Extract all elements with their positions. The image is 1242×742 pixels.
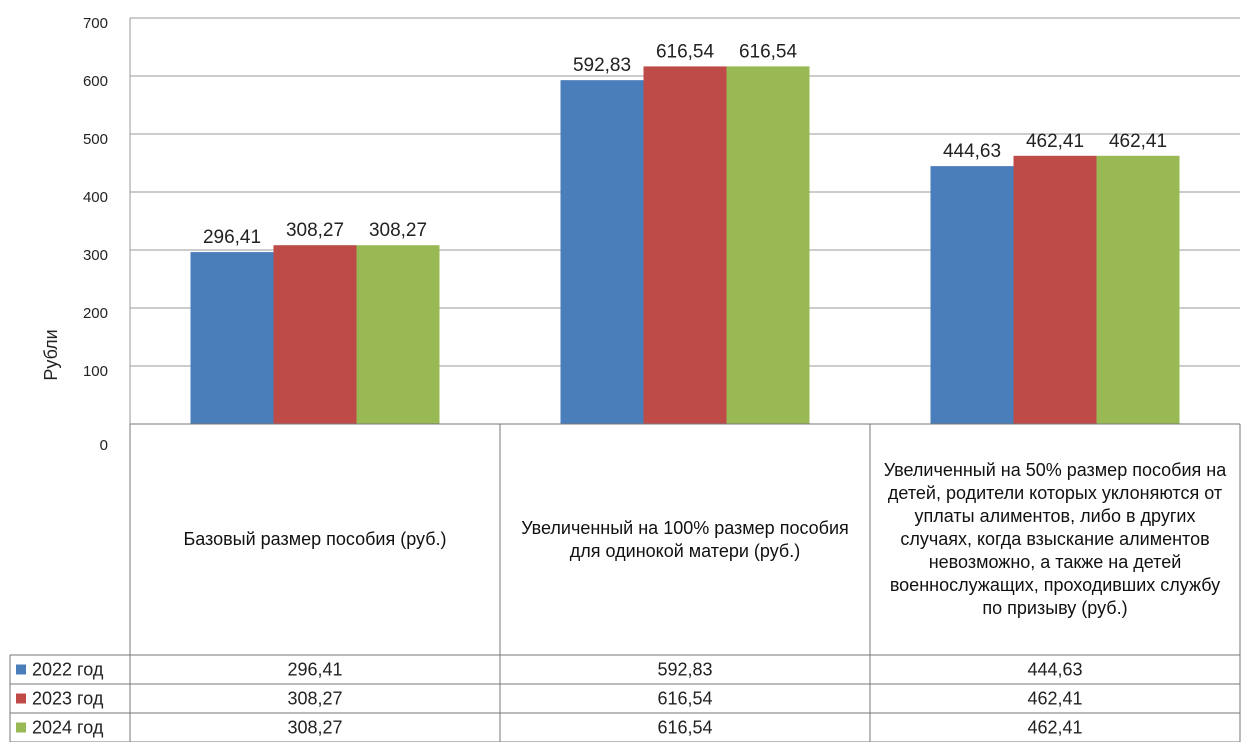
category-label: Базовый размер пособия (руб.) [183,529,447,549]
value-label: 444,63 [943,141,1001,162]
bar [643,66,727,424]
table-value: 308,27 [287,717,342,737]
bar [726,66,810,424]
y-tick-label: 0 [100,437,108,454]
bar [930,166,1014,424]
y-tick-label: 500 [83,131,108,148]
y-tick-label: 400 [83,189,108,206]
legend-key [16,664,26,675]
bar [1013,155,1097,425]
legend-key [16,722,26,733]
value-label: 296,41 [203,227,261,248]
category-label: Увеличенный на 50% размер пособия на дет… [883,460,1227,618]
bar [560,80,644,424]
y-tick-label: 200 [83,305,108,322]
bar [1096,155,1180,425]
y-tick-label: 300 [83,247,108,264]
value-label: 462,41 [1026,131,1084,152]
table-value: 616,54 [657,688,712,708]
table-value: 444,63 [1027,659,1082,679]
y-tick-label: 100 [83,363,108,380]
legend-label: 2024 год [32,717,104,737]
value-label: 616,54 [739,41,798,62]
bar [356,245,440,424]
legend-label: 2023 год [32,688,104,708]
y-axis-label: Рубли [41,329,61,380]
legend-key [16,693,26,704]
category-label: Увеличенный на 100% размер пособия для о… [521,517,849,561]
value-label: 616,54 [656,41,715,62]
table-value: 308,27 [287,688,342,708]
y-tick-label: 600 [83,73,108,90]
bar [273,245,357,424]
table-value: 296,41 [287,659,342,679]
bar [190,252,274,424]
y-tick-label: 700 [83,15,108,32]
value-label: 308,27 [286,220,344,241]
value-label: 462,41 [1109,131,1167,152]
table-value: 616,54 [657,717,712,737]
table-value: 462,41 [1027,688,1082,708]
legend-label: 2022 год [32,659,104,679]
table-value: 462,41 [1027,717,1082,737]
value-label: 592,83 [573,55,631,76]
table-value: 592,83 [657,659,712,679]
value-label: 308,27 [369,220,427,241]
